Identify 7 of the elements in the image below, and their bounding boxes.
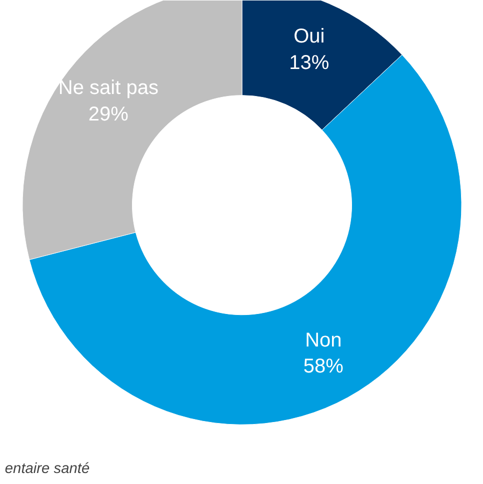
data-label: 13% — [289, 52, 330, 74]
data-label: 29% — [88, 103, 129, 126]
slice-label: Ne sait pas — [58, 77, 158, 100]
slice-label: Oui — [294, 25, 325, 48]
text: entaire santé — [4, 461, 90, 478]
slice-label: Non — [305, 329, 342, 352]
data-label: 58% — [303, 356, 344, 378]
